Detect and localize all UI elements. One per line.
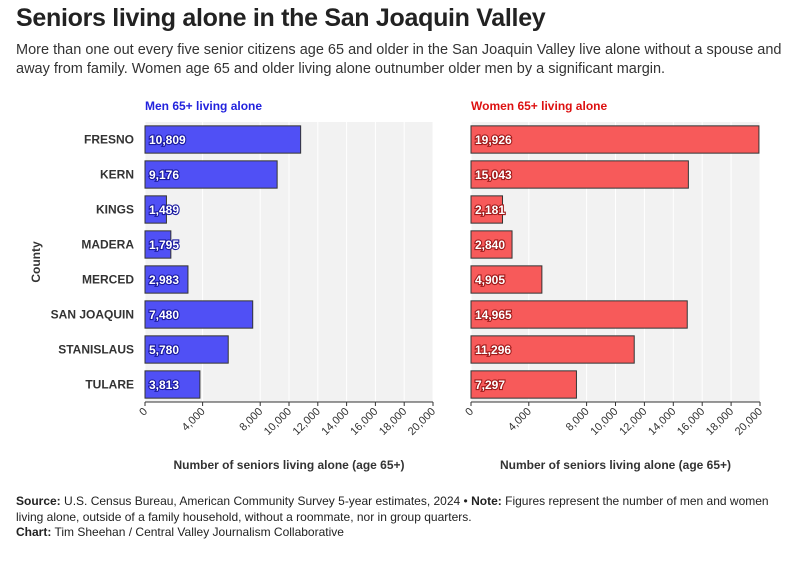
x-tick-label: 16,000: [675, 406, 707, 438]
value-label-women: 2,840: [475, 238, 505, 252]
value-label-women: 14,965: [475, 308, 512, 322]
source-text: U.S. Census Bureau, American Community S…: [64, 494, 468, 508]
category-label: MERCED: [82, 273, 134, 287]
category-label: KERN: [100, 168, 134, 182]
x-tick-label: 0: [137, 406, 150, 419]
bar-men: [144, 370, 201, 399]
category-label: MADERA: [81, 238, 134, 252]
value-label-men: 2,983: [149, 273, 179, 287]
value-label-women: 7,297: [475, 378, 505, 392]
bar-men: [144, 160, 278, 189]
bar-women: [470, 335, 635, 364]
x-tick-label: 18,000: [704, 406, 736, 438]
x-tick-label: 16,000: [348, 406, 380, 438]
x-tick-label: 12,000: [617, 406, 649, 438]
category-label: TULARE: [85, 378, 134, 392]
note-text: Figures represent the number of men and …: [16, 494, 769, 524]
value-label-men: 1,489: [149, 203, 179, 217]
x-tick-label: 18,000: [377, 406, 409, 438]
x-tick-label: 4,000: [506, 406, 534, 434]
bar-women: [470, 195, 504, 224]
panel-title-women: Women 65+ living alone: [471, 99, 607, 113]
x-axis-title-women: Number of seniors living alone (age 65+): [500, 458, 731, 472]
category-label: FRESNO: [84, 133, 134, 147]
x-tick-label: 0: [463, 406, 476, 419]
category-label: KINGS: [96, 203, 134, 217]
bar-women: [470, 300, 688, 329]
value-label-men: 10,809: [149, 133, 186, 147]
value-label-men: 5,780: [149, 343, 179, 357]
value-label-men: 7,480: [149, 308, 179, 322]
bar-men: [144, 300, 254, 329]
panel-title-men: Men 65+ living alone: [145, 99, 262, 113]
value-label-women: 15,043: [475, 168, 512, 182]
x-axis-title-men: Number of seniors living alone (age 65+): [173, 458, 404, 472]
value-label-women: 2,181: [475, 203, 505, 217]
bar-men: [144, 195, 167, 224]
value-label-women: 19,926: [475, 133, 512, 147]
credit-label: Chart:: [16, 525, 52, 539]
bar-women: [470, 265, 543, 294]
bar-women: [470, 160, 689, 189]
bar-men: [144, 230, 172, 259]
x-tick-label: 20,000: [733, 406, 765, 438]
x-tick-label: 14,000: [319, 406, 351, 438]
chart-area: County FRESNO KERN KINGS MADERA MERCED SAN JOA…: [29, 99, 765, 472]
source-label: Source:: [16, 494, 61, 508]
x-tick-label: 10,000: [262, 406, 294, 438]
x-tick-label: 20,000: [406, 406, 438, 438]
bar-men: [144, 265, 189, 294]
value-label-women: 4,905: [475, 273, 505, 287]
credit-text: Tim Sheehan / Central Valley Journalism …: [54, 525, 344, 539]
chart-footer: Source: U.S. Census Bureau, American Com…: [16, 494, 786, 541]
category-label: SAN JOAQUIN: [51, 308, 134, 322]
bar-women: [470, 370, 577, 399]
value-label-women: 11,296: [475, 343, 511, 357]
bar-women: [470, 230, 513, 259]
x-tick-label: 12,000: [291, 406, 323, 438]
bar-men: [144, 125, 302, 154]
chart-subtitle: More than one out every five senior citi…: [16, 42, 782, 77]
category-label: STANISLAUS: [58, 343, 134, 357]
chart-title: Seniors living alone in the San Joaquin …: [16, 4, 546, 32]
value-label-men: 1,795: [149, 238, 179, 252]
value-label-men: 3,813: [149, 378, 179, 392]
note-label: Note:: [471, 494, 502, 508]
y-axis-title: County: [29, 241, 43, 283]
x-tick-label: 4,000: [180, 406, 208, 434]
x-tick-label: 10,000: [588, 406, 620, 438]
bar-men: [144, 335, 229, 364]
value-label-men: 9,176: [149, 168, 179, 182]
x-tick-label: 14,000: [646, 406, 678, 438]
bar-women: [470, 125, 760, 154]
